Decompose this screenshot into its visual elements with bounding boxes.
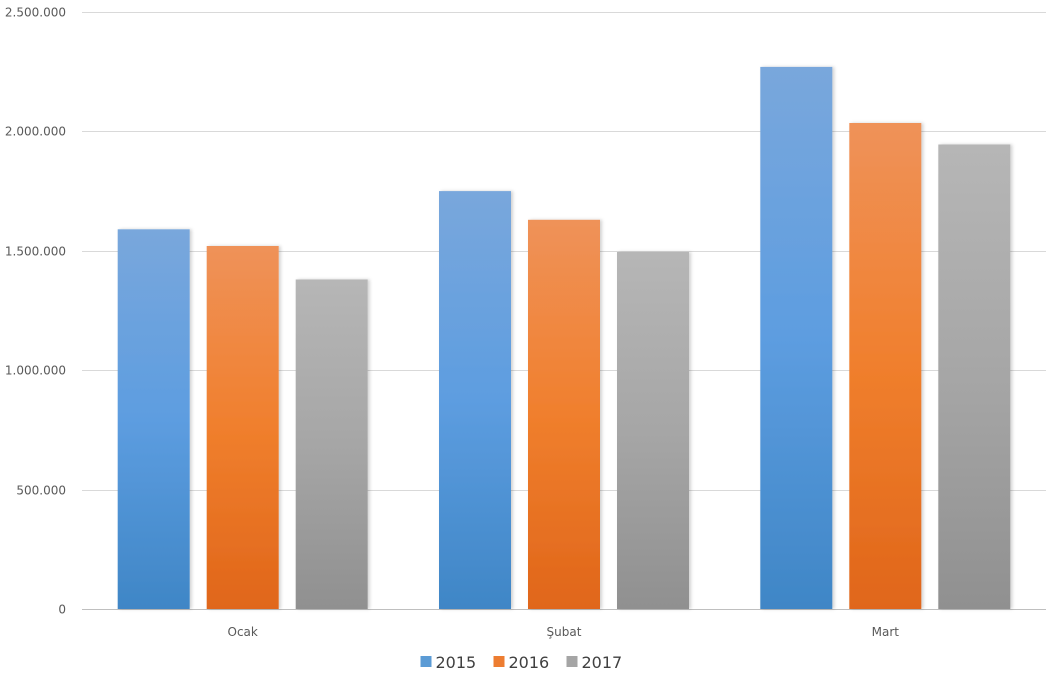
y-tick-label: 2.500.000 bbox=[5, 6, 66, 20]
legend-swatch-2015 bbox=[420, 656, 432, 667]
y-tick-label: 2.000.000 bbox=[5, 125, 66, 139]
y-axis-tick-labels: 0 500.000 1.000.000 1.500.000 2.000.000 2.500… bbox=[5, 6, 66, 617]
y-tick-label: 1.000.000 bbox=[5, 364, 66, 378]
legend-swatch-2016 bbox=[493, 656, 505, 667]
bar-2017-Mart bbox=[938, 144, 1011, 609]
x-axis-tick-labels: Ocak Şubat Mart bbox=[228, 625, 900, 639]
legend-label: 2016 bbox=[509, 653, 550, 672]
y-tick-label: 0 bbox=[58, 603, 66, 617]
bar-2016-Şubat bbox=[528, 219, 600, 610]
legend: 2015 2016 2017 bbox=[420, 653, 623, 672]
x-tick-label: Ocak bbox=[228, 625, 258, 639]
bar-2016-Ocak bbox=[206, 246, 279, 609]
x-tick-label: Mart bbox=[872, 625, 900, 639]
legend-label: 2017 bbox=[582, 653, 623, 672]
bar-2017-Şubat bbox=[617, 252, 689, 609]
bar-2015-Ocak bbox=[117, 229, 190, 610]
bars bbox=[117, 66, 1011, 610]
bar-2015-Mart bbox=[760, 66, 833, 609]
y-tick-label: 500.000 bbox=[16, 484, 66, 498]
bar-2016-Mart bbox=[849, 123, 922, 609]
legend-label: 2015 bbox=[436, 653, 477, 672]
bar-2015-Şubat bbox=[439, 191, 511, 609]
y-tick-label: 1.500.000 bbox=[5, 245, 66, 259]
legend-swatch-2017 bbox=[566, 656, 578, 667]
bar-2017-Ocak bbox=[295, 279, 368, 609]
x-tick-label: Şubat bbox=[547, 625, 582, 639]
